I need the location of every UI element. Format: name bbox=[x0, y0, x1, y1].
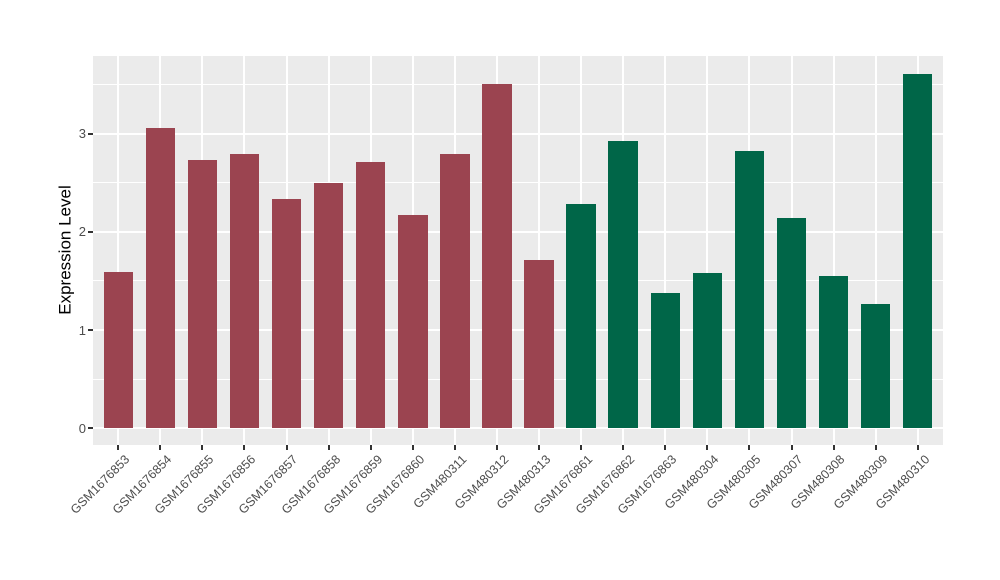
y-tick-mark bbox=[88, 329, 93, 332]
bar-GSM1676853 bbox=[103, 272, 133, 429]
major-gridline bbox=[93, 230, 943, 233]
minor-gridline bbox=[93, 83, 943, 85]
bar-GSM480310 bbox=[903, 73, 933, 429]
bar-GSM1676862 bbox=[608, 141, 638, 429]
x-tick-mark bbox=[622, 445, 625, 450]
vertical-gridline bbox=[874, 56, 877, 445]
bar-GSM480304 bbox=[692, 273, 723, 429]
y-axis-title: Expression Level bbox=[55, 185, 75, 315]
bar-GSM1676860 bbox=[398, 215, 428, 429]
x-tick-mark bbox=[411, 445, 414, 450]
bar-GSM1676858 bbox=[313, 182, 344, 429]
x-tick-mark bbox=[285, 445, 288, 450]
bar-GSM1676857 bbox=[271, 199, 302, 429]
x-tick-mark bbox=[832, 445, 835, 450]
x-tick-mark bbox=[117, 445, 120, 450]
bar-GSM480308 bbox=[818, 276, 849, 429]
vertical-gridline bbox=[832, 56, 835, 445]
x-tick-mark bbox=[580, 445, 583, 450]
x-tick-mark bbox=[790, 445, 793, 450]
x-tick-mark bbox=[327, 445, 330, 450]
x-tick-mark bbox=[369, 445, 372, 450]
bar-GSM1676859 bbox=[355, 162, 386, 429]
y-tick-mark bbox=[88, 427, 93, 430]
minor-gridline bbox=[93, 378, 943, 380]
vertical-gridline bbox=[664, 56, 667, 445]
bar-GSM1676854 bbox=[145, 127, 176, 429]
x-tick-mark bbox=[159, 445, 162, 450]
bar-GSM480305 bbox=[734, 151, 765, 429]
y-tick-mark bbox=[88, 230, 93, 233]
x-tick-mark bbox=[495, 445, 498, 450]
major-gridline bbox=[93, 132, 943, 135]
bar-GSM1676856 bbox=[229, 154, 260, 429]
plot-panel bbox=[93, 56, 943, 445]
y-tick-label: 1 bbox=[78, 322, 86, 338]
x-tick-mark bbox=[201, 445, 204, 450]
x-tick-mark bbox=[874, 445, 877, 450]
x-tick-mark bbox=[748, 445, 751, 450]
bar-GSM480307 bbox=[776, 218, 807, 429]
bar-GSM1676861 bbox=[566, 204, 596, 429]
x-tick-mark bbox=[706, 445, 709, 450]
vertical-gridline bbox=[706, 56, 709, 445]
minor-gridline bbox=[93, 280, 943, 282]
major-gridline bbox=[93, 329, 943, 332]
vertical-gridline bbox=[117, 56, 120, 445]
y-tick-mark bbox=[88, 132, 93, 135]
y-tick-label: 2 bbox=[78, 224, 86, 240]
bar-GSM480309 bbox=[860, 303, 891, 429]
x-tick-mark bbox=[916, 445, 919, 450]
y-tick-label: 0 bbox=[78, 420, 86, 436]
x-tick-mark bbox=[664, 445, 667, 450]
bar-GSM1676855 bbox=[187, 160, 218, 429]
major-gridline bbox=[93, 427, 943, 430]
x-tick-mark bbox=[243, 445, 246, 450]
x-tick-mark bbox=[538, 445, 541, 450]
x-tick-mark bbox=[453, 445, 456, 450]
bar-GSM480313 bbox=[524, 260, 554, 429]
bar-GSM480311 bbox=[440, 154, 470, 429]
bar-GSM480312 bbox=[482, 84, 512, 429]
minor-gridline bbox=[93, 182, 943, 184]
bar-GSM1676863 bbox=[650, 292, 680, 429]
y-tick-label: 3 bbox=[78, 126, 86, 142]
vertical-gridline bbox=[538, 56, 541, 445]
